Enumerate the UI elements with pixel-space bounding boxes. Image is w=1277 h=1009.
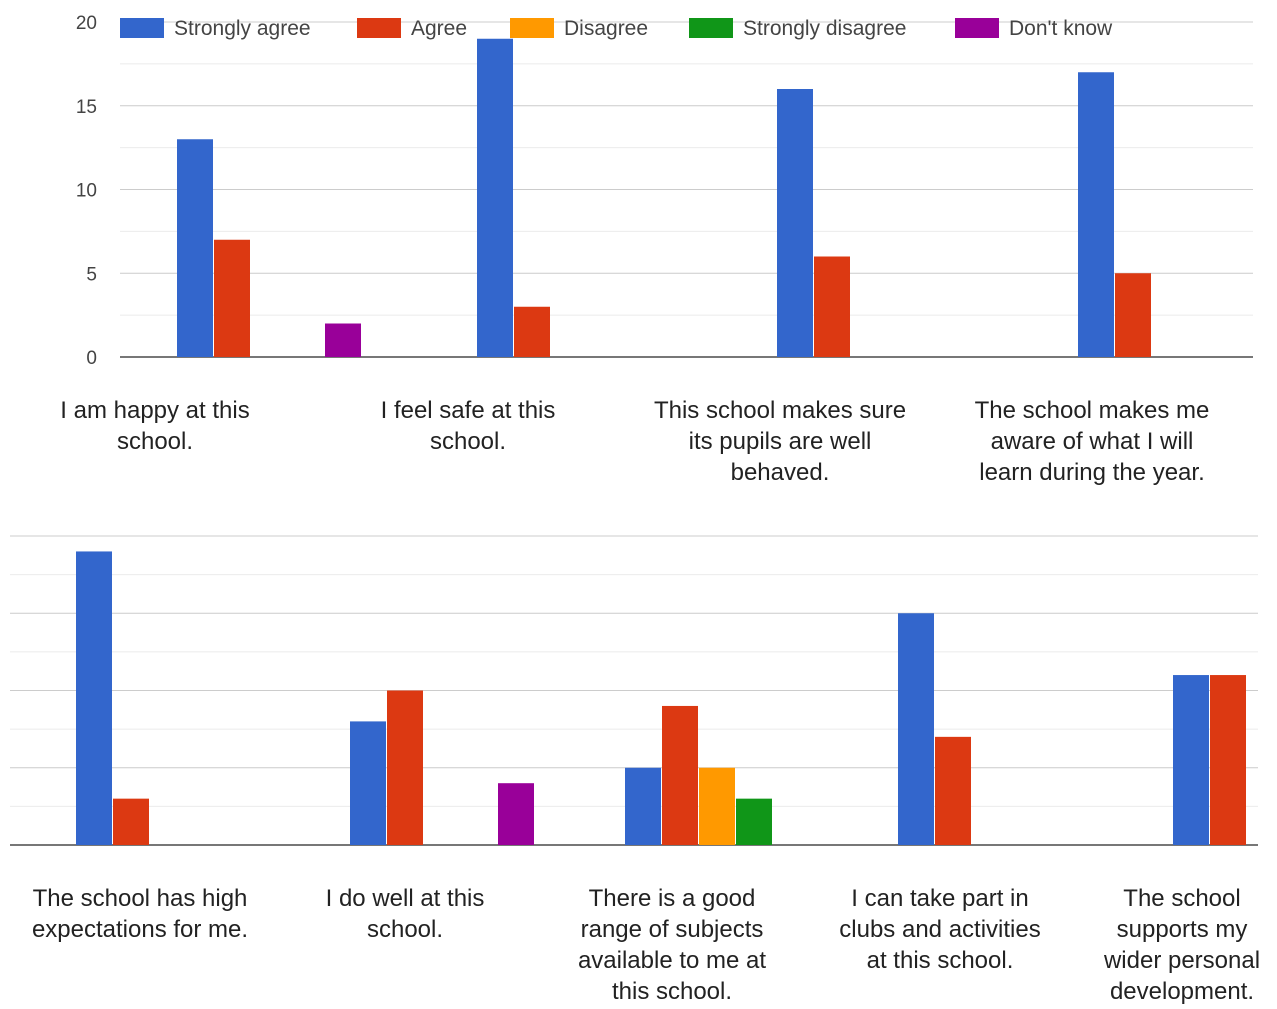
bar-agree	[814, 256, 850, 357]
category-label: I am happy at this school.	[60, 397, 249, 455]
legend-swatch	[955, 18, 999, 38]
legend-label: Strongly agree	[174, 17, 311, 40]
category-label: There is a good range of subjects availabl…	[578, 885, 766, 1004]
bar-agree	[935, 736, 971, 845]
bar-strongly-agree	[350, 721, 386, 845]
bar-strongly-agree	[625, 767, 661, 845]
bar-strongly-agree	[177, 139, 213, 357]
bar-strongly-disagree	[736, 798, 772, 845]
category-label: I can take part in clubs and activities at…	[839, 885, 1040, 974]
legend-label: Disagree	[564, 17, 648, 40]
bar-strongly-agree	[76, 551, 112, 845]
category-label: The school has high expectations for me.	[32, 885, 248, 943]
category-label: I do well at this school.	[326, 885, 485, 943]
category-label: The school makes me aware of what I will l…	[975, 397, 1210, 486]
bar-agree	[514, 306, 550, 357]
bar-strongly-agree	[1173, 675, 1209, 845]
bar-don-t-know	[325, 323, 361, 357]
y-tick-label: 5	[86, 264, 97, 285]
category-label: I feel safe at this school.	[381, 397, 556, 455]
bar-don-t-know	[498, 783, 534, 845]
y-tick-label: 15	[76, 97, 97, 118]
bar-agree	[387, 690, 423, 845]
bar-strongly-agree	[898, 613, 934, 845]
bar-agree	[1210, 675, 1246, 845]
legend-swatch	[689, 18, 733, 38]
y-tick-label: 10	[76, 181, 97, 202]
legend-swatch	[120, 18, 164, 38]
bar-agree	[214, 239, 250, 357]
y-tick-label: 20	[76, 13, 97, 34]
legend-swatch	[357, 18, 401, 38]
bar-strongly-agree	[777, 89, 813, 357]
category-label: This school makes sure its pupils are wel…	[654, 397, 906, 486]
bar-agree	[1115, 273, 1151, 357]
bar-disagree	[699, 767, 735, 845]
y-tick-label: 0	[86, 348, 97, 369]
bar-strongly-agree	[477, 38, 513, 357]
category-label: The school supports my wider personal devel…	[1103, 885, 1260, 1004]
legend-swatch	[510, 18, 554, 38]
legend-label: Don't know	[1009, 17, 1113, 40]
legend-label: Agree	[411, 17, 467, 40]
bar-agree	[113, 798, 149, 845]
bar-strongly-agree	[1078, 72, 1114, 357]
legend-label: Strongly disagree	[743, 17, 906, 40]
bar-agree	[662, 705, 698, 845]
